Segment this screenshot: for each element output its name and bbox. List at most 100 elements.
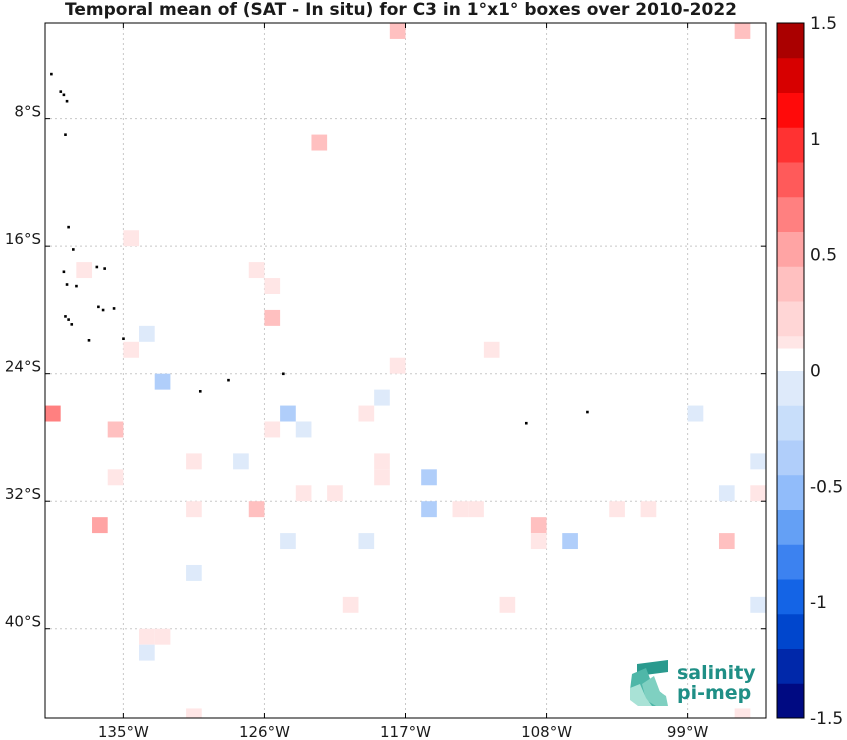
data-cell [750,453,766,470]
island [64,315,67,318]
island [122,337,125,341]
data-cell [248,262,265,279]
data-cell [358,533,375,550]
colorbar-bin [777,231,804,267]
colorbar-bin [777,440,804,476]
data-cell [342,596,359,613]
logo-text-pi-mep: pi-mep [677,682,751,704]
x-tick-label: 108°W [521,723,572,740]
colorbar-zero-band [777,348,804,371]
colorbar-bin [777,266,804,302]
data-cell [530,517,547,534]
colorbar-bin [777,370,804,406]
data-cell [264,278,281,294]
colorbar-bin [777,127,804,163]
colorbar-tick-label: -1 [810,593,827,613]
data-cell [421,469,437,486]
data-cell [421,501,437,518]
colorbar-tick-label: 0.5 [810,246,837,266]
data-cell [750,485,766,502]
colorbar-bin [777,474,804,510]
colorbar-bin [777,301,804,337]
data-cell [468,501,484,518]
data-cell [640,501,657,518]
colorbar-ticks: 1.5 1 0.5 0 -0.5 -1 -1.5 [810,14,843,729]
x-tick-label: 135°W [98,723,149,740]
colorbar-frame [776,22,805,719]
data-cell [154,373,171,390]
data-cell [139,644,155,661]
data-cell [107,469,124,486]
colorbar-tick-label: 1 [810,130,821,150]
data-cell [45,405,61,422]
colorbar-tick-label: -0.5 [810,477,843,497]
data-cell [374,389,390,406]
island [112,307,116,310]
data-cell [389,23,406,39]
y-axis: 8°S 16°S 24°S 32°S 40°S [5,103,766,631]
data-cell [186,564,202,581]
island [64,133,67,136]
island [67,225,70,229]
colorbar-bin [777,544,804,580]
island [87,339,91,342]
island [103,267,106,270]
data-cell [295,421,312,438]
data-cell [76,262,93,279]
logo-text-salinity: salinity [677,662,756,684]
island [95,265,99,269]
data-cell [186,501,202,518]
data-cell [750,596,766,613]
island [101,308,105,312]
y-tick-label: 8°S [14,103,41,121]
colorbar-bin [777,57,804,93]
island [198,390,202,393]
data-cell [280,405,296,422]
island [282,372,285,376]
island [59,90,63,93]
colorbar-bin [777,613,804,649]
x-tick-label: 126°W [239,723,290,740]
salinity-pi-mep-logo: salinity pi-mep [630,660,756,706]
data-cell [154,628,171,645]
land-islands [50,72,589,425]
island [65,99,69,103]
data-cell [107,421,124,438]
data-cell [123,230,140,247]
island [62,270,66,274]
colorbar-bin [777,92,804,128]
salinity-cells [45,23,766,718]
data-cell [499,596,516,613]
data-cell [264,309,281,326]
island [586,410,589,414]
data-cell [609,501,625,518]
data-cell [139,325,155,342]
data-cell [186,708,202,718]
island [67,318,70,321]
data-cell [389,357,406,374]
x-tick-label: 99°W [667,723,709,740]
island [72,248,75,251]
map-plot: 135°W 126°W 117°W 108°W 99°W 8°S 16°S 24°S 32°S… [5,22,767,740]
data-cell [687,405,704,422]
colorbar-bin [777,23,804,59]
island [50,72,53,76]
data-cell [280,533,296,550]
data-cell [374,453,390,470]
y-tick-label: 16°S [5,230,41,248]
chart-title: Temporal mean of (SAT - In situ) for C3 … [65,0,737,20]
island [70,323,74,326]
colorbar-tick-label: 1.5 [810,14,837,34]
data-cell [358,405,375,422]
data-cell [327,485,343,502]
island [75,284,78,288]
data-cell [452,501,469,518]
colorbar-bin [777,405,804,441]
data-cell [374,469,390,486]
island [62,93,66,97]
data-cell [186,453,202,470]
data-cell [718,533,735,550]
data-cell [718,485,735,502]
data-cell [483,341,500,358]
